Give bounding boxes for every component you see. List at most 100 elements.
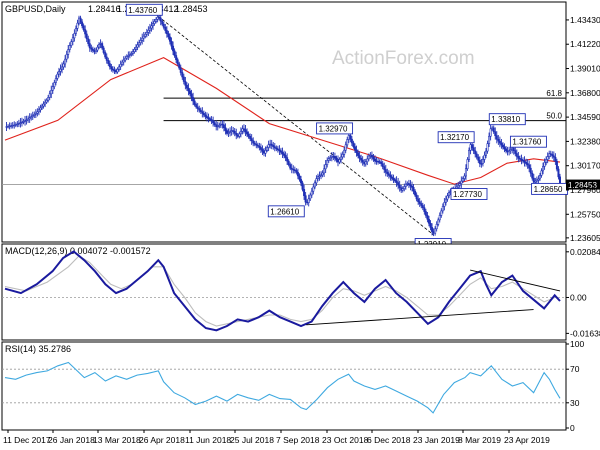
- candle-body: [102, 47, 105, 53]
- candle-body: [474, 150, 477, 155]
- candle-body: [298, 175, 301, 180]
- candle-body: [226, 130, 229, 134]
- candle-body: [24, 120, 27, 122]
- candle-body: [37, 109, 40, 113]
- candle-body: [501, 144, 504, 148]
- candle-body: [238, 133, 241, 137]
- x-tick-label: 23 Jan 2019: [413, 435, 460, 445]
- candle-body: [327, 158, 330, 161]
- candle-body: [259, 147, 262, 150]
- candle-body: [178, 63, 181, 69]
- rsi-y-tick-label: 30: [570, 398, 580, 408]
- candle-body: [16, 123, 19, 126]
- candle-body: [152, 23, 155, 27]
- candle-body: [266, 147, 269, 151]
- macd-panel-title: MACD(12,26,9) 0.004072 -0.001572: [5, 246, 151, 256]
- candle-body: [307, 198, 310, 203]
- candle-body: [498, 140, 501, 144]
- ohlc-close: 1.28453: [175, 4, 208, 14]
- candle-body: [130, 53, 133, 55]
- candle-body: [381, 163, 384, 167]
- price-callout-label: 1.26610: [270, 207, 299, 216]
- candle-body: [304, 195, 307, 203]
- candle-body: [153, 21, 156, 24]
- candle-body: [414, 190, 417, 196]
- candle-body: [182, 76, 185, 82]
- candle-body: [441, 206, 444, 212]
- candle-body: [373, 158, 376, 162]
- candle-body: [107, 60, 110, 64]
- candle-body: [508, 150, 511, 153]
- candle-body: [320, 174, 323, 177]
- candle-body: [139, 40, 142, 43]
- candle-body: [290, 167, 293, 170]
- candle-body: [315, 178, 318, 184]
- candle-body: [480, 163, 483, 165]
- candle-body: [229, 131, 232, 133]
- candle-body: [27, 118, 30, 121]
- candle-body: [19, 122, 22, 124]
- candle-body: [79, 17, 82, 23]
- candle-body: [161, 20, 164, 25]
- candle-body: [324, 164, 327, 170]
- ohlc-open: 1.28416: [88, 4, 121, 14]
- candle-body: [352, 142, 355, 148]
- candle-body: [357, 152, 360, 156]
- y-tick-label: 1.30170: [570, 161, 600, 171]
- candle-body: [116, 69, 119, 73]
- candle-body: [233, 130, 236, 134]
- candle-body: [61, 66, 64, 70]
- candle-body: [57, 71, 60, 75]
- y-tick-label: 1.27960: [570, 185, 600, 195]
- candle-body: [270, 143, 273, 146]
- candle-body: [227, 132, 230, 134]
- candle-body: [353, 146, 356, 151]
- candle-body: [165, 30, 168, 35]
- candle-body: [431, 227, 434, 232]
- fib-label: 50.0: [546, 112, 562, 121]
- candle-body: [39, 107, 42, 111]
- candle-body: [230, 130, 233, 132]
- candle-body: [372, 156, 375, 160]
- candle-body: [28, 117, 31, 120]
- candle-body: [299, 179, 302, 184]
- candle-body: [158, 16, 161, 19]
- candle-body: [446, 195, 449, 200]
- candle-body: [224, 127, 227, 131]
- candle-body: [148, 27, 151, 31]
- candle-body: [457, 185, 460, 188]
- y-tick-label: 1.43430: [570, 15, 600, 25]
- candle-body: [460, 180, 463, 184]
- candle-body: [295, 170, 298, 173]
- x-tick-label: 7 Sep 2018: [276, 435, 320, 445]
- candle-body: [42, 103, 45, 107]
- candle-body: [67, 49, 70, 55]
- price-callout-label: 1.32170: [440, 133, 469, 142]
- candle-body: [196, 106, 199, 109]
- candle-body: [551, 154, 554, 157]
- candle-body: [432, 231, 435, 234]
- candle-body: [316, 176, 319, 179]
- rsi-panel: RSI(14) 35.2786: [1, 341, 567, 431]
- price-callout-box: [125, 3, 163, 16]
- candle-body: [281, 151, 284, 155]
- candle-body: [179, 67, 182, 73]
- rsi-line: [4, 361, 561, 414]
- candle-body: [463, 175, 466, 179]
- candle-body: [380, 161, 383, 165]
- candle-body: [543, 162, 546, 167]
- candle-body: [255, 143, 258, 146]
- macd-panel: MACD(12,26,9) 0.004072 -0.001572: [1, 243, 567, 341]
- candle-body: [286, 157, 289, 162]
- candle-body: [395, 180, 398, 183]
- candle-body: [326, 160, 329, 165]
- candle-body: [529, 167, 532, 174]
- candle-body: [209, 118, 212, 120]
- candle-body: [475, 153, 478, 158]
- candle-body: [418, 201, 421, 204]
- candle-body: [336, 159, 339, 163]
- candle-body: [313, 182, 316, 188]
- candle-body: [250, 138, 253, 142]
- macd-y-tick-label: 0.020848: [570, 247, 600, 257]
